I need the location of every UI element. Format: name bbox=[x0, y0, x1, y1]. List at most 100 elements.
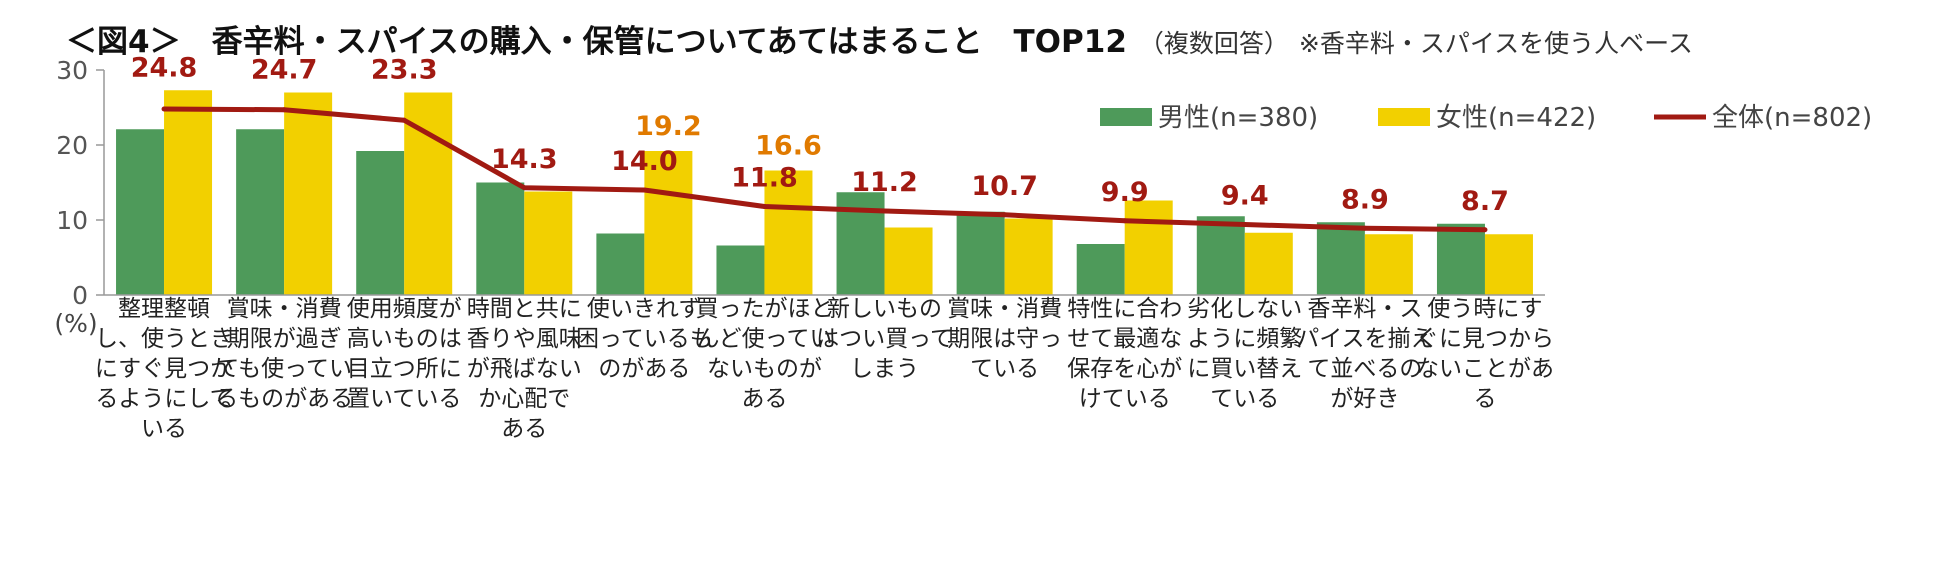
category-label-line: るようにして bbox=[95, 386, 232, 412]
data-label-total: 24.7 bbox=[251, 55, 318, 86]
category-label: 新しいものはつい買ってしまう bbox=[816, 296, 953, 382]
category-label-line: ぐに見つから bbox=[1416, 326, 1554, 352]
point-total bbox=[401, 117, 407, 123]
category-label: 賞味・消費期限は守っている bbox=[947, 296, 1062, 382]
legend-label: 女性(n=422) bbox=[1436, 103, 1596, 133]
category-label-line: に買い替え bbox=[1187, 356, 1302, 382]
category-label-line: しまう bbox=[850, 356, 919, 382]
bar-male bbox=[476, 182, 525, 295]
y-tick-label: 0 bbox=[72, 281, 88, 310]
point-total bbox=[281, 107, 287, 113]
y-tick-label: 10 bbox=[56, 206, 88, 235]
point-total bbox=[1122, 218, 1128, 224]
bar-female bbox=[1244, 232, 1293, 295]
category-label-line: 整理整頓 bbox=[118, 296, 210, 322]
point-total bbox=[1362, 225, 1368, 231]
title-note-multiple-answers: （複数回答） bbox=[1138, 29, 1289, 58]
data-label-total: 8.9 bbox=[1341, 184, 1389, 215]
category-label-line: 新しいもの bbox=[827, 296, 942, 322]
bar-male bbox=[956, 211, 1005, 295]
category-label-line: 時間と共に bbox=[467, 296, 582, 322]
data-label-female-highlight: 19.2 bbox=[635, 111, 702, 142]
bar-female bbox=[164, 90, 213, 295]
bar-female bbox=[1484, 234, 1533, 295]
category-label-line: るものがある bbox=[215, 386, 353, 412]
data-label-total: 23.3 bbox=[371, 55, 438, 86]
category-label-line: 置いている bbox=[347, 386, 461, 412]
point-total bbox=[641, 187, 647, 193]
line-total bbox=[164, 106, 1485, 233]
point-total bbox=[1482, 227, 1488, 233]
category-label: 時間と共に香りや風味が飛ばないか心配である bbox=[467, 296, 582, 442]
category-label-line: 賞味・消費 bbox=[947, 296, 1062, 322]
data-label-total: 8.7 bbox=[1461, 186, 1509, 217]
category-label-line: 賞味・消費 bbox=[227, 296, 342, 322]
category-label-line: せて最適な bbox=[1067, 326, 1182, 352]
data-label-total: 11.8 bbox=[731, 163, 798, 194]
category-label: 買ったがほとんど使っていないものがある bbox=[695, 296, 833, 412]
category-label-line: ないものが bbox=[707, 356, 822, 382]
category-label-line: はつい買って bbox=[816, 326, 953, 352]
category-label-line: て並べるの bbox=[1307, 356, 1422, 382]
category-label-line: にすぐ見つか bbox=[95, 356, 233, 382]
category-label-line: 保存を心が bbox=[1067, 356, 1182, 382]
bar-female bbox=[524, 191, 573, 295]
category-label-line: 困っているも bbox=[576, 326, 713, 352]
category-label-line: 目立つ所に bbox=[347, 356, 462, 382]
bar-male bbox=[236, 129, 285, 295]
category-label-line: 買ったがほと bbox=[695, 296, 833, 322]
category-label-line: のがある bbox=[598, 356, 690, 382]
category-label: 使う時にすぐに見つからないことがある bbox=[1416, 296, 1554, 412]
category-label: 特性に合わせて最適な保存を心がけている bbox=[1067, 296, 1182, 412]
category-label-line: が好き bbox=[1330, 386, 1399, 412]
category-label-line: ている bbox=[970, 356, 1039, 382]
data-label-female-highlight: 16.6 bbox=[755, 131, 822, 162]
category-label: 使用頻度が高いものは目立つ所に置いている bbox=[347, 296, 462, 412]
point-total bbox=[1002, 212, 1008, 218]
category-label-line: パイスを揃え bbox=[1296, 326, 1433, 352]
data-label-total: 9.9 bbox=[1101, 177, 1149, 208]
data-label-total: 10.7 bbox=[971, 171, 1038, 202]
bar-female bbox=[284, 92, 333, 295]
bar-male bbox=[1196, 216, 1245, 295]
category-label-line: けている bbox=[1079, 386, 1171, 412]
bar-male bbox=[1076, 244, 1125, 295]
data-label-total: 14.3 bbox=[491, 144, 558, 175]
category-label-line: 特性に合わ bbox=[1067, 296, 1182, 322]
category-label: 香辛料・スパイスを揃えて並べるのが好き bbox=[1296, 296, 1433, 412]
bar-female bbox=[764, 170, 813, 295]
bar-male bbox=[356, 151, 405, 295]
category-label-line: か心配で bbox=[478, 386, 570, 412]
legend-swatch bbox=[1378, 108, 1430, 126]
point-total bbox=[882, 208, 888, 214]
bar-female bbox=[1364, 234, 1413, 295]
bar-female bbox=[884, 227, 933, 295]
bar-female bbox=[1004, 218, 1053, 295]
y-axis-unit: (%) bbox=[54, 309, 97, 338]
category-label-line: る bbox=[1473, 386, 1496, 412]
category-label-line: 使う時にす bbox=[1427, 296, 1542, 322]
category-label-line: し、使うとき bbox=[95, 326, 233, 352]
legend-label: 男性(n=380) bbox=[1158, 103, 1318, 133]
category-label: 整理整頓し、使うときにすぐ見つかるようにしている bbox=[95, 296, 233, 442]
data-label-total: 9.4 bbox=[1221, 181, 1269, 212]
y-tick-label: 20 bbox=[56, 131, 88, 160]
legend-label: 全体(n=802) bbox=[1712, 103, 1872, 133]
category-label-line: ように頻繁 bbox=[1187, 326, 1302, 352]
data-label-total: 11.2 bbox=[851, 167, 918, 198]
category-label-line: ある bbox=[741, 386, 787, 412]
category-label-line: んど使ってい bbox=[696, 326, 832, 352]
category-label-line: 期限は守っ bbox=[947, 326, 1062, 352]
point-total bbox=[761, 204, 767, 209]
point-total bbox=[1242, 222, 1248, 227]
bar-female bbox=[1124, 200, 1173, 295]
category-label-line: 劣化しない bbox=[1187, 296, 1302, 322]
chart-title: ＜図4＞ 香辛料・スパイスの購入・保管についてあてはまること TOP12 （複数回… bbox=[66, 16, 1693, 61]
data-label-total: 14.0 bbox=[611, 146, 678, 177]
point-total bbox=[521, 185, 527, 191]
data-label-total: 24.8 bbox=[131, 52, 198, 83]
y-tick-label: 30 bbox=[56, 56, 88, 85]
category-label-line: 期限が過ぎ bbox=[227, 326, 342, 352]
bar-female bbox=[644, 151, 693, 295]
